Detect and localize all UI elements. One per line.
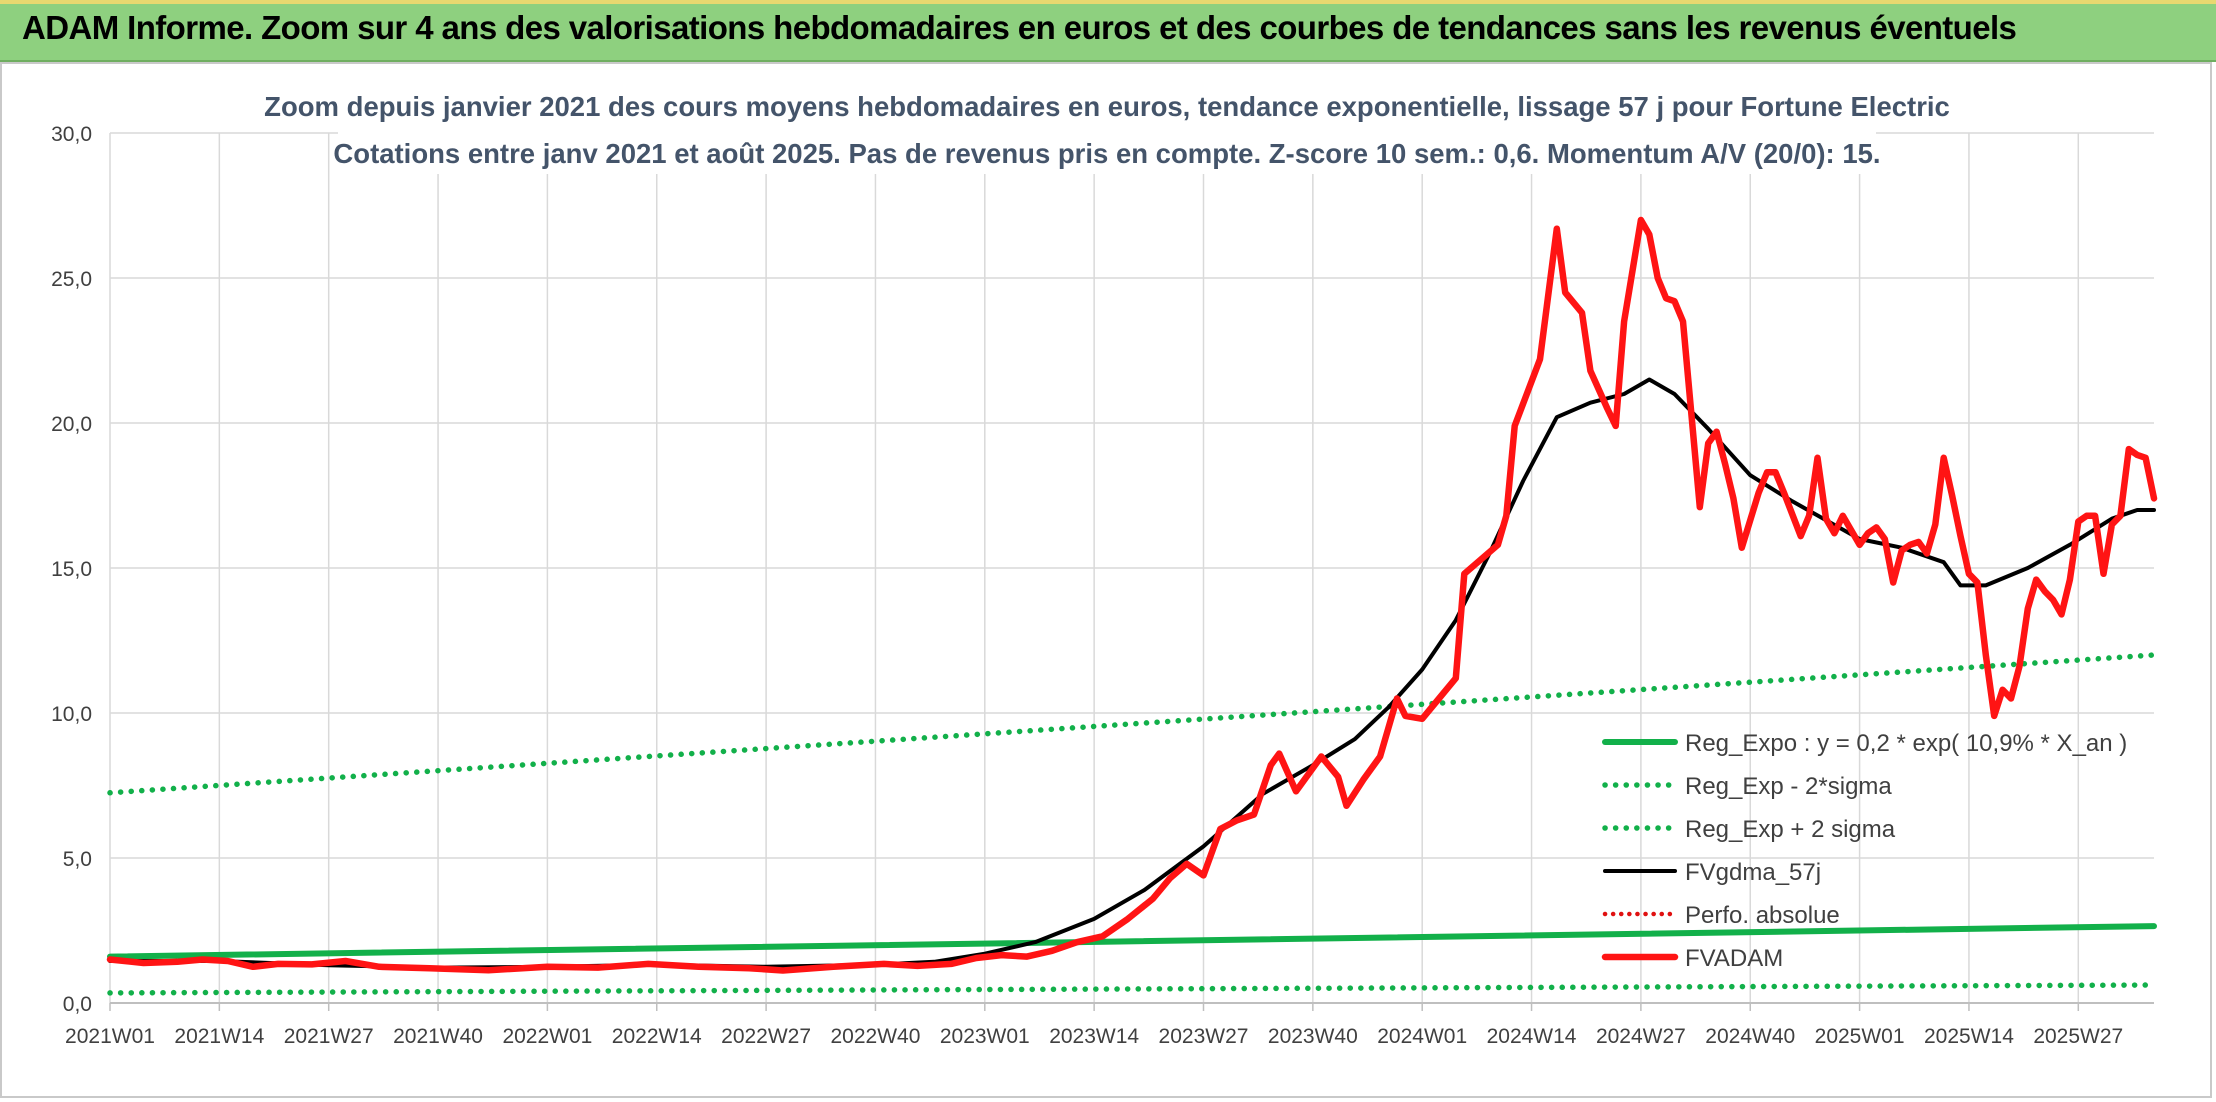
series-line-reg-exp-2-sigma — [107, 652, 2157, 796]
x-tick-label: 2023W14 — [1049, 1025, 1139, 1048]
chart-subtitle: Cotations entre janv 2021 et août 2025. … — [333, 138, 1880, 169]
x-tick-label: 2023W40 — [1268, 1025, 1358, 1048]
y-tick-label: 0,0 — [63, 993, 92, 1016]
x-tick-label: 2025W14 — [1924, 1025, 2014, 1048]
x-tick-label: 2024W40 — [1705, 1025, 1795, 1048]
x-tick-label: 2021W27 — [284, 1025, 374, 1048]
title-layer: Zoom depuis janvier 2021 des cours moyen… — [264, 84, 1950, 174]
legend: Reg_Expo : y = 0,2 * exp( 10,9% * X_an )… — [1599, 730, 2127, 972]
series-line-reg-expo-y-0-2-exp-10-9-x-an — [107, 923, 2157, 960]
y-tick-label: 25,0 — [51, 268, 92, 291]
legend-label: Reg_Exp + 2 sigma — [1685, 816, 1896, 843]
legend-label: Perfo. absolue — [1685, 902, 1840, 929]
banner-accent — [0, 0, 2216, 4]
x-tick-label: 2022W40 — [830, 1025, 920, 1048]
series-line-reg-exp-2-sigma — [107, 982, 2157, 996]
x-tick-label: 2021W40 — [393, 1025, 483, 1048]
y-tick-label: 30,0 — [51, 123, 92, 146]
x-tick-label: 2023W01 — [940, 1025, 1030, 1048]
series-line-fvadam — [106, 216, 2158, 974]
x-tick-label: 2025W27 — [2033, 1025, 2123, 1048]
x-tick-label: 2021W14 — [174, 1025, 264, 1048]
x-tick-label: 2024W01 — [1377, 1025, 1467, 1048]
y-tick-label: 5,0 — [63, 848, 92, 871]
x-tick-label: 2024W14 — [1487, 1025, 1577, 1048]
legend-label: FVgdma_57j — [1685, 859, 1821, 886]
title-backdrop — [338, 84, 1876, 174]
x-tick-label: 2022W14 — [612, 1025, 702, 1048]
x-tick-label: 2022W27 — [721, 1025, 811, 1048]
series-layer — [106, 216, 2158, 996]
y-tick-label: 10,0 — [51, 703, 92, 726]
y-tick-label: 20,0 — [51, 413, 92, 436]
legend-label: Reg_Expo : y = 0,2 * exp( 10,9% * X_an ) — [1685, 730, 2127, 757]
x-tick-label: 2023W27 — [1159, 1025, 1249, 1048]
x-tick-label: 2022W01 — [502, 1025, 592, 1048]
legend-item — [1599, 894, 2119, 934]
banner: ADAM Informe. Zoom sur 4 ans des valoris… — [0, 0, 2216, 62]
y-tick-label: 15,0 — [51, 558, 92, 581]
x-tick-label: 2021W01 — [65, 1025, 155, 1048]
x-tick-label: 2024W27 — [1596, 1025, 1686, 1048]
x-tick-label: 2025W01 — [1815, 1025, 1905, 1048]
chart-title: Zoom depuis janvier 2021 des cours moyen… — [264, 91, 1950, 122]
chart-frame — [0, 62, 2212, 1098]
legend-label: Reg_Exp - 2*sigma — [1685, 773, 1892, 800]
page-title: ADAM Informe. Zoom sur 4 ans des valoris… — [22, 9, 2017, 46]
axis-layer: 0,0 5,0 10,0 15,0 20,0 25,0 30,0 2021W01 2021W14… — [51, 123, 2154, 1048]
grid-layer — [109, 132, 2154, 1004]
legend-label: FVADAM — [1685, 945, 1783, 972]
